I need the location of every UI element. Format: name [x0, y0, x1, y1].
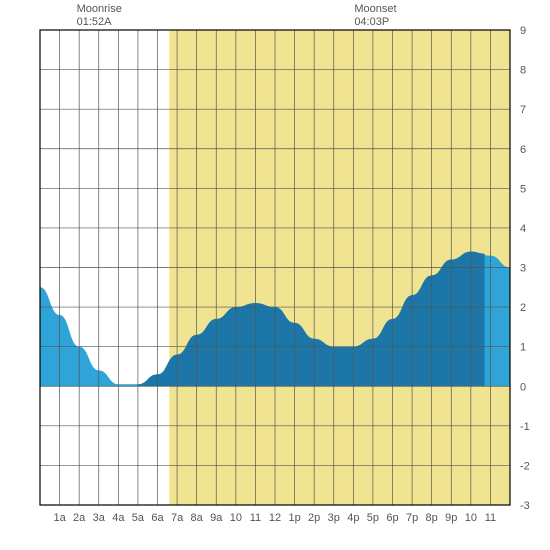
x-tick-label: 11	[485, 512, 496, 524]
y-tick-label: 7	[520, 104, 526, 116]
x-tick-label: 7p	[406, 512, 418, 524]
y-tick-label: 4	[520, 223, 526, 235]
y-tick-label: -2	[520, 460, 530, 472]
tide-chart: 1a2a3a4a5a6a7a8a9a1011121p2p3p4p5p6p7p8p…	[0, 0, 550, 550]
x-tick-label: 5p	[367, 512, 379, 524]
y-tick-label: 6	[520, 144, 526, 156]
y-tick-label: 9	[520, 25, 526, 37]
x-tick-label: 12	[269, 512, 281, 524]
x-tick-label: 7a	[171, 512, 184, 524]
x-tick-label: 4a	[112, 512, 125, 524]
y-tick-label: 1	[520, 342, 526, 354]
x-tick-label: 2a	[73, 512, 86, 524]
x-tick-label: 1p	[288, 512, 300, 524]
x-tick-label: 1a	[53, 512, 66, 524]
x-tick-label: 6p	[386, 512, 398, 524]
x-tick-label: 4p	[347, 512, 359, 524]
y-tick-label: -1	[520, 421, 530, 433]
x-tick-label: 8a	[191, 512, 204, 524]
x-tick-label: 9p	[445, 512, 457, 524]
moonset-label: Moonset	[354, 3, 396, 15]
x-tick-label: 10	[465, 512, 477, 524]
y-tick-label: 3	[520, 263, 526, 275]
x-tick-label: 8p	[426, 512, 438, 524]
x-tick-label: 6a	[151, 512, 164, 524]
chart-svg: 1a2a3a4a5a6a7a8a9a1011121p2p3p4p5p6p7p8p…	[0, 0, 550, 550]
x-tick-label: 11	[250, 512, 261, 524]
x-tick-label: 2p	[308, 512, 320, 524]
x-tick-label: 9a	[210, 512, 223, 524]
x-tick-label: 3p	[328, 512, 340, 524]
y-tick-label: 2	[520, 302, 526, 314]
y-tick-label: 8	[520, 65, 526, 77]
moonrise-label: Moonrise	[77, 3, 122, 15]
x-tick-label: 10	[230, 512, 242, 524]
y-tick-label: 5	[520, 183, 526, 195]
y-tick-label: 0	[520, 381, 526, 393]
moonset-time: 04:03P	[354, 16, 389, 28]
x-tick-label: 3a	[93, 512, 106, 524]
y-tick-label: -3	[520, 500, 530, 512]
x-tick-label: 5a	[132, 512, 145, 524]
moonrise-time: 01:52A	[77, 16, 113, 28]
